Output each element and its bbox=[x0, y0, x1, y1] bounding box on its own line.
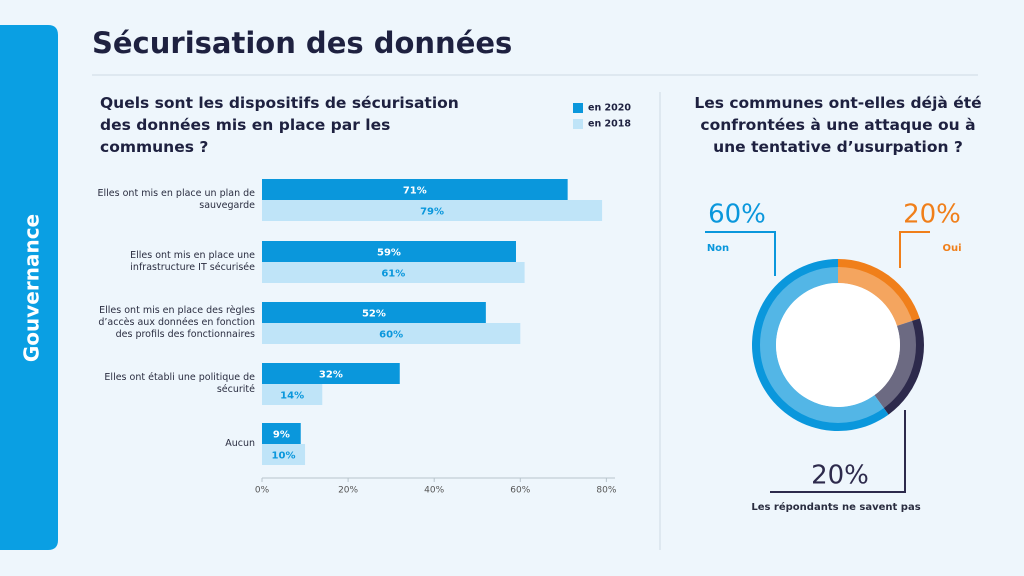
leader-line bbox=[705, 231, 776, 276]
bar bbox=[262, 302, 486, 323]
category-label: Elles ont établi une politique de sécuri… bbox=[104, 372, 255, 395]
page-title: Sécurisation des données bbox=[92, 26, 512, 60]
leader-line bbox=[770, 410, 906, 493]
chart-title: Quels sont les dispositifs de sécurisati… bbox=[100, 94, 459, 156]
value-label: 14% bbox=[280, 391, 304, 402]
bar bbox=[262, 444, 306, 465]
section-label: Gouvernance bbox=[20, 214, 44, 362]
value-label: 60% bbox=[379, 330, 403, 341]
chart-title: Les communes ont-elles déjà été confront… bbox=[694, 94, 982, 156]
x-tick-label: 60% bbox=[510, 486, 530, 496]
x-tick-label: 80% bbox=[596, 486, 616, 496]
category-label: Oui bbox=[942, 243, 961, 254]
leader-line bbox=[899, 231, 930, 268]
value-label: 10% bbox=[272, 451, 296, 462]
x-tick-label: 0% bbox=[255, 486, 270, 496]
category-label: Elles ont mis en place un plan de sauveg… bbox=[97, 188, 255, 211]
category-label: Non bbox=[707, 243, 729, 254]
bar bbox=[262, 423, 301, 444]
x-tick-label: 20% bbox=[338, 486, 358, 496]
legend-swatch bbox=[573, 103, 583, 113]
value-label: 59% bbox=[377, 248, 401, 259]
category-label: Aucun bbox=[225, 438, 255, 449]
bar bbox=[262, 363, 400, 384]
bar bbox=[262, 179, 568, 200]
category-label: Elles ont mis en place des règles d’accè… bbox=[98, 305, 255, 340]
value-label: 20% bbox=[811, 461, 869, 491]
x-tick-label: 40% bbox=[424, 486, 444, 496]
donut-segment bbox=[752, 259, 889, 431]
value-label: 20% bbox=[903, 200, 961, 230]
category-label: Elles ont mis en place une infrastructur… bbox=[130, 250, 255, 273]
value-label: 9% bbox=[273, 430, 290, 441]
value-label: 32% bbox=[319, 370, 343, 381]
sidebar bbox=[0, 25, 58, 550]
value-label: 71% bbox=[403, 186, 427, 197]
donut-hole bbox=[776, 283, 900, 407]
donut-segment bbox=[838, 259, 920, 326]
legend-swatch bbox=[573, 119, 583, 129]
bar bbox=[262, 262, 525, 283]
legend-label: en 2018 bbox=[588, 119, 631, 130]
donut-shade bbox=[760, 267, 916, 423]
donut-segment bbox=[874, 318, 924, 415]
value-label: 79% bbox=[420, 207, 444, 218]
value-label: 61% bbox=[381, 269, 405, 280]
legend-label: en 2020 bbox=[588, 103, 631, 114]
category-label: Les répondants ne savent pas bbox=[751, 501, 920, 513]
value-label: 60% bbox=[708, 200, 766, 230]
bar bbox=[262, 241, 516, 262]
bar bbox=[262, 200, 603, 221]
bar bbox=[262, 323, 521, 344]
value-label: 52% bbox=[362, 309, 386, 320]
bar bbox=[262, 384, 323, 405]
